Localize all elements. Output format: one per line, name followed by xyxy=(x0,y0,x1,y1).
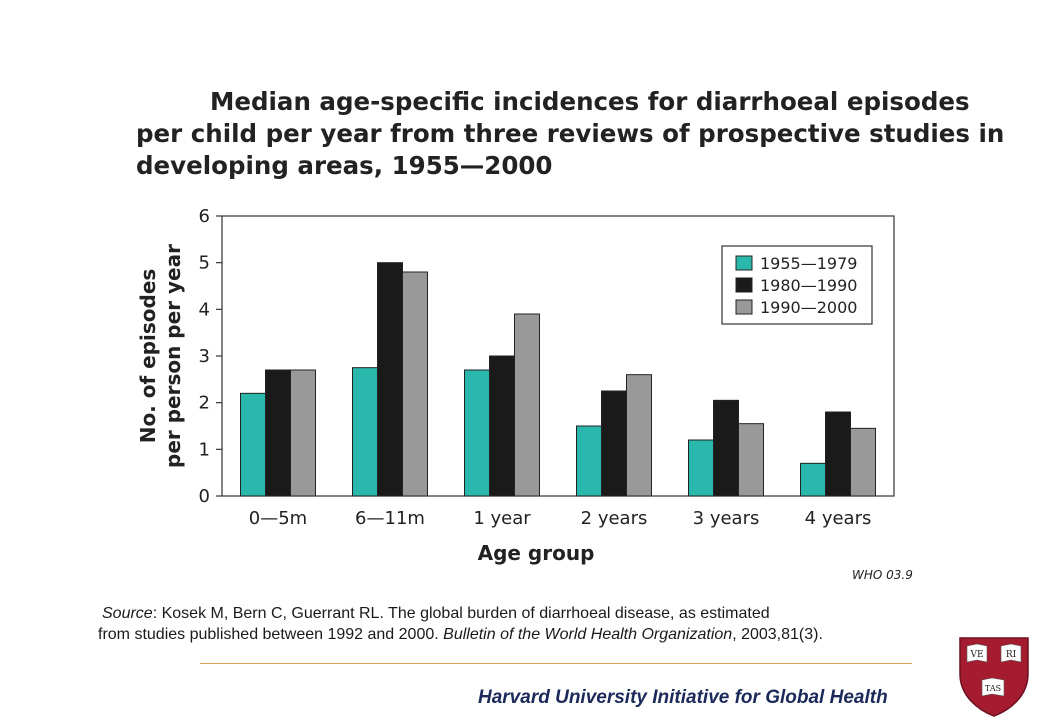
y-tick-label: 4 xyxy=(199,299,210,320)
y-tick-label: 3 xyxy=(199,346,210,367)
legend-swatch xyxy=(735,299,753,315)
logo-ri: RI xyxy=(1006,650,1017,660)
source-citation: Source: Kosek M, Bern C, Guerrant RL. Th… xyxy=(98,603,978,645)
x-axis-title: Age group xyxy=(478,541,595,565)
legend-swatch xyxy=(735,255,753,271)
x-axis: 0—5m 6—11m 1 year 2 years 3 years 4 years xyxy=(249,508,872,529)
logo-ve: VE xyxy=(969,650,983,660)
bar xyxy=(850,427,876,497)
source-citation-detail: , 2003,81(3). xyxy=(732,626,823,643)
bar xyxy=(265,369,291,497)
y-axis-title-line-2: per person per year xyxy=(161,244,185,468)
y-axis-title-line-1: No. of episodes xyxy=(136,269,160,444)
x-tick-label: 4 years xyxy=(805,508,872,529)
bar xyxy=(514,313,540,497)
legend-label: 1955—1979 xyxy=(760,254,857,273)
x-tick-label: 1 year xyxy=(473,508,531,529)
bar xyxy=(240,392,266,497)
legend-label: 1980—1990 xyxy=(760,276,857,295)
legend: 1955—1979 1980—1990 1990—2000 xyxy=(721,245,873,325)
legend-label: 1990—2000 xyxy=(760,298,857,317)
chart-title: Median age-specific incidences for diarr… xyxy=(136,86,1005,182)
source-journal: Bulletin of the World Health Organizatio… xyxy=(443,626,733,643)
bar xyxy=(688,439,714,497)
bar xyxy=(352,367,378,497)
bar xyxy=(626,374,652,497)
bar xyxy=(290,369,316,497)
footer-divider xyxy=(200,663,912,664)
bar xyxy=(800,462,826,497)
y-tick-label: 1 xyxy=(199,439,210,460)
logo-tas: TAS xyxy=(985,684,1001,693)
footer-text: Harvard University Initiative for Global… xyxy=(478,687,888,708)
bar xyxy=(713,399,739,497)
figure-code: WHO 03.9 xyxy=(852,568,913,582)
legend-swatch xyxy=(735,277,753,293)
bar xyxy=(601,390,627,497)
x-tick-label: 2 years xyxy=(581,508,648,529)
source-label: Source xyxy=(102,605,153,622)
y-tick-label: 2 xyxy=(199,393,210,414)
bar xyxy=(738,423,764,497)
x-tick-label: 3 years xyxy=(693,508,760,529)
chart-title-line-1: Median age-specific incidences for diarr… xyxy=(210,87,970,116)
bar xyxy=(576,425,602,497)
bar xyxy=(402,271,428,497)
chart-title-line-2: per child per year from three reviews of… xyxy=(136,119,1005,148)
x-tick-label: 0—5m xyxy=(249,508,307,529)
y-tick-label: 5 xyxy=(199,253,210,274)
bar xyxy=(464,369,490,497)
bar xyxy=(489,355,515,497)
bar xyxy=(825,411,851,497)
y-axis: 0 1 2 3 4 5 6 xyxy=(199,206,222,507)
bar-chart: 0 1 2 3 4 5 6 0—5m 6—11m 1 year 2 years 3 years 4 y… xyxy=(136,206,913,582)
chart-title-line-3: developing areas, 1955—2000 xyxy=(136,151,553,180)
source-line-2: from studies published between 1992 and … xyxy=(98,626,444,643)
y-tick-label: 6 xyxy=(199,206,210,227)
bars xyxy=(240,262,876,497)
y-tick-label: 0 xyxy=(199,486,210,507)
x-tick-label: 6—11m xyxy=(355,508,425,529)
source-authors-title: : Kosek M, Bern C, Guerrant RL. The glob… xyxy=(152,605,770,622)
bar xyxy=(377,262,403,497)
harvard-shield-logo: VE RI TAS xyxy=(959,637,1029,717)
